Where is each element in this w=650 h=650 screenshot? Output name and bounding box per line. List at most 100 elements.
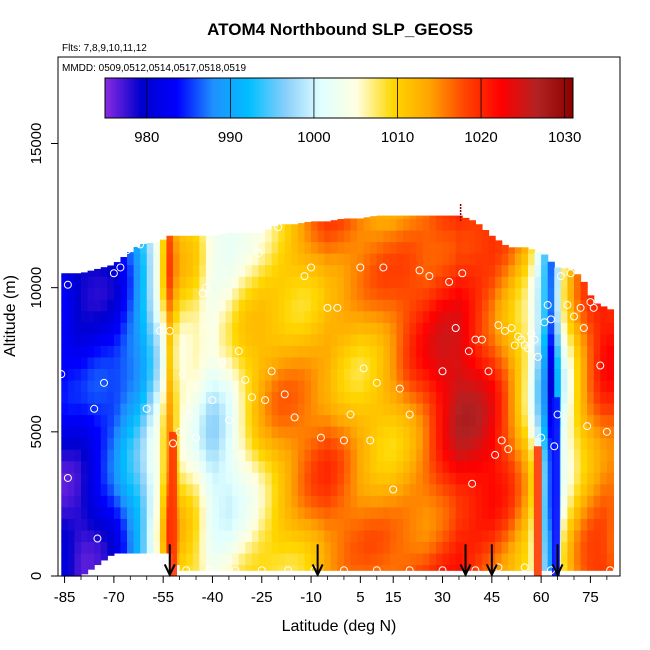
heatmap-cell bbox=[350, 460, 358, 473]
heatmap-cell bbox=[245, 241, 253, 254]
heatmap-cell bbox=[343, 368, 352, 381]
heatmap-cell bbox=[120, 437, 128, 450]
heatmap-cell bbox=[67, 426, 76, 439]
heatmap-cell bbox=[271, 368, 279, 381]
heatmap-cell bbox=[357, 368, 365, 381]
heatmap-cell bbox=[475, 426, 483, 439]
heatmap-cell bbox=[304, 426, 312, 439]
heatmap-cell bbox=[501, 541, 509, 554]
heatmap-cell bbox=[481, 460, 490, 473]
heatmap-cell bbox=[587, 437, 595, 450]
heatmap-cell bbox=[580, 368, 588, 381]
flight-point bbox=[372, 378, 381, 387]
heatmap-cell bbox=[343, 564, 352, 571]
heatmap-cell bbox=[146, 426, 154, 439]
heatmap-cell bbox=[370, 495, 378, 508]
heatmap-cell bbox=[219, 368, 227, 381]
heatmap-cell bbox=[199, 241, 207, 254]
heatmap-cell bbox=[212, 345, 220, 358]
heatmap-cell bbox=[192, 299, 200, 312]
heatmap-cell bbox=[389, 264, 398, 277]
heatmap-cell bbox=[278, 460, 286, 473]
heatmap-cell bbox=[403, 253, 411, 266]
heatmap-cell bbox=[87, 449, 95, 462]
heatmap-cell bbox=[442, 264, 450, 277]
heatmap-cell bbox=[297, 379, 306, 393]
heatmap-cell bbox=[370, 437, 378, 450]
heatmap-cell bbox=[429, 276, 437, 289]
heatmap-cell bbox=[370, 218, 378, 231]
heatmap-cell bbox=[462, 449, 470, 462]
heatmap-cell bbox=[304, 460, 312, 473]
heatmap-cell bbox=[94, 368, 102, 381]
heatmap-cell bbox=[363, 230, 371, 243]
heatmap-cell bbox=[140, 541, 148, 554]
heatmap-cell bbox=[468, 333, 476, 346]
heatmap-cell bbox=[271, 483, 279, 496]
heatmap-cell bbox=[573, 541, 582, 554]
heatmap-cell bbox=[422, 368, 430, 381]
heatmap-cell bbox=[376, 460, 384, 473]
heatmap-cell bbox=[87, 460, 95, 473]
heatmap-cell bbox=[265, 391, 273, 404]
heatmap-cell bbox=[324, 472, 332, 485]
heatmap-cell bbox=[376, 253, 384, 266]
heatmap-cell bbox=[258, 299, 266, 312]
heatmap-cell bbox=[403, 449, 411, 462]
heatmap-cell bbox=[593, 506, 601, 519]
heatmap-cell bbox=[422, 215, 430, 220]
heatmap-cell bbox=[567, 483, 575, 496]
heatmap-cell bbox=[396, 391, 404, 404]
heatmap-cell bbox=[238, 552, 246, 566]
heatmap-cell bbox=[153, 379, 161, 393]
heatmap-cell bbox=[600, 322, 608, 335]
heatmap-cell bbox=[67, 379, 76, 393]
heatmap-cell bbox=[409, 552, 417, 566]
heatmap-cell bbox=[205, 333, 214, 346]
heatmap-cell bbox=[192, 264, 200, 277]
heatmap-cell bbox=[153, 541, 161, 554]
heatmap-cell bbox=[173, 235, 181, 243]
heatmap-cell bbox=[527, 541, 536, 554]
heatmap-cell bbox=[67, 437, 76, 450]
heatmap-cell bbox=[225, 460, 233, 473]
heatmap-cell bbox=[271, 472, 279, 485]
heatmap-cell bbox=[304, 287, 312, 300]
heatmap-cell bbox=[67, 495, 76, 508]
heatmap-cell bbox=[481, 391, 490, 404]
heatmap-cell bbox=[232, 276, 240, 289]
heatmap-cells bbox=[61, 215, 615, 577]
heatmap-cell bbox=[232, 518, 240, 531]
heatmap-stripes bbox=[169, 397, 560, 576]
heatmap-cell bbox=[449, 241, 457, 254]
heatmap-cell bbox=[403, 322, 411, 335]
heatmap-cell bbox=[468, 518, 476, 531]
heatmap-cell bbox=[113, 333, 122, 346]
heatmap-cell bbox=[462, 253, 470, 266]
heatmap-cell bbox=[317, 460, 325, 473]
heatmap-cell bbox=[455, 253, 463, 266]
heatmap-cell bbox=[449, 215, 457, 220]
heatmap-cell bbox=[205, 356, 214, 369]
heatmap-cell bbox=[284, 287, 292, 300]
heatmap-cell bbox=[324, 414, 332, 427]
heatmap-cell bbox=[199, 437, 207, 450]
heatmap-cell bbox=[297, 541, 306, 554]
heatmap-cell bbox=[449, 253, 457, 266]
heatmap-cell bbox=[514, 247, 522, 254]
heatmap-cell bbox=[81, 391, 89, 404]
heatmap-cell bbox=[127, 449, 135, 462]
heatmap-cell bbox=[107, 495, 115, 508]
heatmap-cell bbox=[357, 506, 365, 519]
heatmap-cell bbox=[337, 253, 345, 266]
heatmap-cell bbox=[324, 230, 332, 243]
heatmap-cell bbox=[212, 414, 220, 427]
heatmap-cell bbox=[330, 541, 338, 554]
heatmap-cell bbox=[297, 264, 306, 277]
heatmap-cell bbox=[238, 310, 246, 323]
heatmap-cell bbox=[514, 506, 522, 519]
heatmap-cell bbox=[606, 368, 615, 381]
heatmap-cell bbox=[567, 368, 575, 381]
heatmap-cell bbox=[587, 322, 595, 335]
heatmap-cell bbox=[580, 541, 588, 554]
